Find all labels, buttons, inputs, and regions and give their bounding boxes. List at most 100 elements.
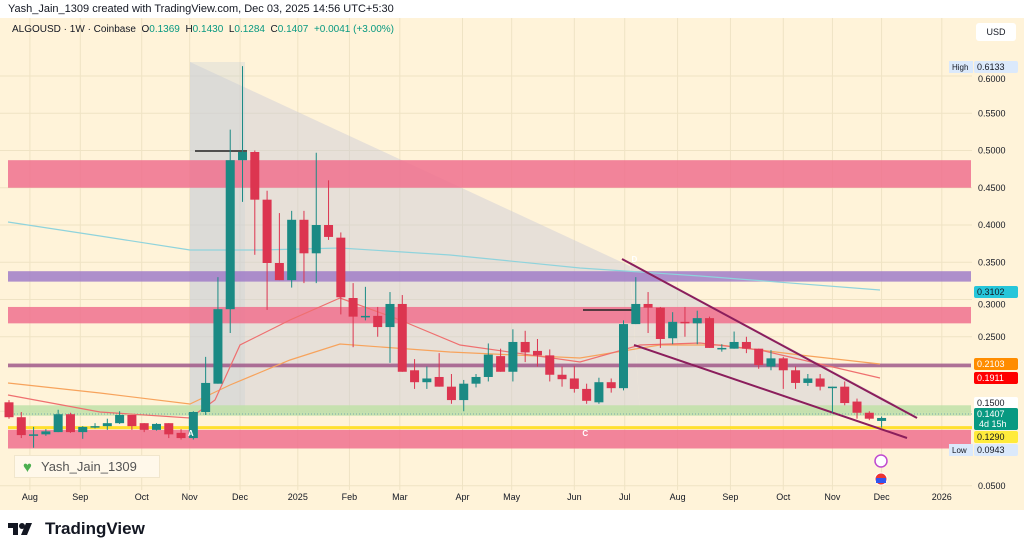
candle-body [127,414,137,427]
candle-body [201,382,211,412]
candle [115,411,125,424]
time-axis-label: Sep [722,492,738,502]
time-axis-label: Feb [342,492,358,502]
candle [496,348,506,372]
tradingview-logo[interactable]: TradingView [8,519,145,539]
price-axis-label: 0.3500 [978,257,1006,267]
candle [643,292,653,334]
candle [250,150,260,255]
pattern-point-label: D [632,255,638,264]
candle-body [643,303,653,308]
price-tag-level [974,397,1018,409]
candle-body [115,414,125,424]
candle [864,411,874,421]
price-tag-last [974,408,1018,430]
candle-body [336,237,346,298]
candle [16,411,26,439]
heart-icon: ♥ [23,459,32,476]
candle [4,400,14,419]
time-axis-label: 2025 [288,492,308,502]
candle-body [680,321,690,324]
candle [164,423,174,439]
price-axis-label: 0.0500 [978,481,1006,491]
candle [274,213,284,281]
candle-body [324,225,334,237]
tradingview-logo-icon [8,523,32,535]
candle-body [877,417,887,421]
price-tag-value: 0.1500 [977,398,1005,408]
candle [582,383,592,404]
price-tag-low [974,444,1018,456]
candle [877,416,887,428]
candle-body [569,378,579,389]
author-watermark: ♥ Yash_Jain_1309 [14,455,160,478]
candle [840,381,850,406]
candle [238,66,248,202]
price-axis-label: 0.5000 [978,146,1006,156]
candle [717,344,727,352]
symbol-info[interactable]: ALGOUSD · 1W · Coinbase [12,24,136,35]
candle [201,356,211,415]
candle [53,409,63,433]
candle-body [29,434,39,436]
time-axis-label: Aug [670,492,686,502]
candle [397,295,407,372]
candle [176,429,186,440]
time-axis-label: Nov [182,492,199,502]
candle [852,398,862,419]
candle [815,374,825,391]
price-tag-countdown: 4d 15h [979,419,1007,429]
candle-body [827,386,837,389]
candle-body [16,417,26,436]
candle [65,412,75,433]
triangle-pattern-shading [190,62,640,415]
currency-button[interactable]: USD [976,23,1016,41]
candle [692,310,702,345]
candle-body [532,350,542,356]
price-tag-value: 0.1911 [977,373,1004,383]
candle-body [631,303,641,325]
time-axis-label: Aug [22,492,38,502]
wedge-upper-line [621,258,918,419]
candle [78,426,88,439]
candle [778,356,788,389]
candle-body [766,358,776,367]
candle [188,411,198,440]
low-value: 0.1284 [234,24,265,35]
candle-body [151,423,161,430]
price-axis-label: 0.5500 [978,108,1006,118]
candle [827,386,837,413]
candle-body [471,376,481,384]
candle-body [545,355,555,375]
wedge-shading [630,262,915,415]
candle-body [373,315,383,328]
candle [90,423,100,429]
candle-body [594,382,604,403]
low-label: L [228,24,235,35]
candle [262,190,272,310]
price-tag-ma-teal [974,286,1018,298]
price-tag-support [974,431,1018,443]
pattern-point-label: A [188,429,194,438]
candle-body [348,298,358,317]
candle [655,306,665,348]
candle [557,366,567,387]
candle [483,343,493,382]
candle [299,210,309,284]
candle [102,418,112,430]
high-value: 0.1430 [192,24,224,35]
candle [520,330,530,363]
close-label: C [270,24,278,35]
candle-body [53,414,63,433]
price-zone [8,271,971,282]
time-axis-label: Dec [874,492,891,502]
price-chart[interactable]: A CD0.6133High0.31020.21030.19110.15000.1… [0,0,1024,512]
candle-body [238,151,248,161]
candle [508,329,518,382]
candle [311,152,321,284]
candle-body [557,374,567,380]
candle-body [311,225,321,254]
candle-body [164,423,174,435]
candle [360,286,370,321]
open-value: 0.1369 [149,24,180,35]
